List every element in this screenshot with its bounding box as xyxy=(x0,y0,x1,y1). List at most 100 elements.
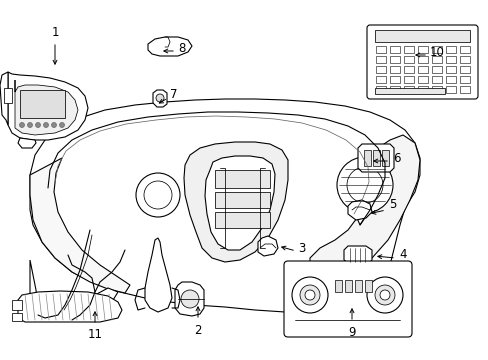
Circle shape xyxy=(305,290,314,300)
Text: 8: 8 xyxy=(178,41,185,54)
Circle shape xyxy=(43,122,48,127)
Bar xyxy=(374,30,469,42)
Polygon shape xyxy=(309,135,419,282)
Polygon shape xyxy=(30,158,130,293)
Text: 9: 9 xyxy=(347,325,355,338)
Polygon shape xyxy=(347,200,371,220)
Text: 10: 10 xyxy=(428,45,444,58)
Bar xyxy=(445,76,455,83)
Circle shape xyxy=(156,94,163,102)
FancyBboxPatch shape xyxy=(366,25,477,99)
Bar xyxy=(20,90,65,118)
Polygon shape xyxy=(204,156,274,250)
Bar xyxy=(403,76,413,83)
Bar xyxy=(389,56,399,63)
Bar xyxy=(215,192,269,208)
Circle shape xyxy=(374,285,394,305)
Bar xyxy=(417,56,427,63)
Text: 5: 5 xyxy=(388,198,396,211)
Bar xyxy=(445,56,455,63)
Bar xyxy=(459,46,469,53)
Bar xyxy=(381,150,388,166)
Bar xyxy=(334,280,341,292)
Polygon shape xyxy=(175,282,203,316)
Circle shape xyxy=(20,122,24,127)
Bar xyxy=(12,313,22,321)
Text: 11: 11 xyxy=(87,328,102,342)
Bar xyxy=(403,66,413,73)
Bar xyxy=(459,86,469,93)
Polygon shape xyxy=(18,291,122,322)
Bar xyxy=(363,150,370,166)
Text: 2: 2 xyxy=(194,324,202,337)
Bar xyxy=(431,46,441,53)
Circle shape xyxy=(346,167,382,203)
Circle shape xyxy=(181,290,199,308)
Bar xyxy=(417,46,427,53)
Bar xyxy=(431,76,441,83)
Bar xyxy=(364,280,371,292)
Bar xyxy=(345,280,351,292)
Bar xyxy=(12,300,22,310)
Polygon shape xyxy=(343,246,371,264)
Bar xyxy=(375,86,385,93)
Bar xyxy=(4,88,12,103)
Bar xyxy=(431,66,441,73)
Polygon shape xyxy=(145,238,172,312)
Bar xyxy=(459,66,469,73)
Bar xyxy=(389,86,399,93)
Polygon shape xyxy=(357,144,393,172)
Polygon shape xyxy=(30,99,419,312)
Bar xyxy=(354,280,361,292)
Circle shape xyxy=(299,285,319,305)
Bar xyxy=(417,86,427,93)
Text: 4: 4 xyxy=(398,248,406,261)
Bar xyxy=(375,56,385,63)
Bar xyxy=(417,76,427,83)
Circle shape xyxy=(291,277,327,313)
Bar xyxy=(403,46,413,53)
Text: 1: 1 xyxy=(51,26,59,39)
Polygon shape xyxy=(18,138,36,148)
Bar xyxy=(375,76,385,83)
Text: 6: 6 xyxy=(392,152,400,165)
Circle shape xyxy=(143,181,172,209)
Circle shape xyxy=(336,157,392,213)
Circle shape xyxy=(51,122,57,127)
Polygon shape xyxy=(183,142,287,262)
Bar xyxy=(445,66,455,73)
Circle shape xyxy=(366,277,402,313)
Bar xyxy=(459,56,469,63)
Polygon shape xyxy=(258,236,278,256)
Text: 7: 7 xyxy=(170,89,177,102)
Polygon shape xyxy=(153,90,167,107)
Bar xyxy=(389,66,399,73)
Bar xyxy=(403,86,413,93)
Bar xyxy=(215,212,269,228)
Polygon shape xyxy=(15,80,78,135)
Bar xyxy=(445,86,455,93)
Circle shape xyxy=(27,122,32,127)
Bar xyxy=(389,76,399,83)
FancyBboxPatch shape xyxy=(284,261,411,337)
Bar xyxy=(389,46,399,53)
Polygon shape xyxy=(148,37,192,56)
Polygon shape xyxy=(30,260,118,320)
Text: 3: 3 xyxy=(298,242,305,255)
Polygon shape xyxy=(0,72,8,125)
Circle shape xyxy=(36,122,41,127)
Polygon shape xyxy=(8,72,88,140)
Bar xyxy=(375,66,385,73)
Circle shape xyxy=(136,173,180,217)
Bar xyxy=(403,56,413,63)
Bar xyxy=(215,170,269,188)
Bar xyxy=(374,88,444,94)
Circle shape xyxy=(60,122,64,127)
Bar xyxy=(375,46,385,53)
Bar xyxy=(372,150,379,166)
Bar xyxy=(445,46,455,53)
Circle shape xyxy=(379,290,389,300)
Bar xyxy=(431,86,441,93)
Bar xyxy=(431,56,441,63)
Bar xyxy=(459,76,469,83)
